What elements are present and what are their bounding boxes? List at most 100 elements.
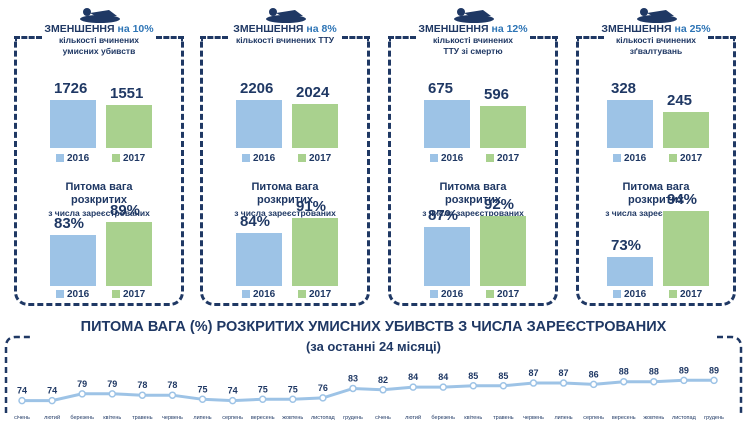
data-label: 83 — [348, 373, 358, 383]
data-point — [680, 376, 688, 385]
stat-panel: ЗМЕНШЕННЯ на 10% кількості вчинених умисни… — [14, 24, 184, 306]
data-point — [198, 395, 207, 403]
month-label: червень — [162, 415, 183, 421]
legend-count-2016: 2016 — [242, 153, 275, 164]
month-label: червень — [523, 415, 544, 421]
data-point — [78, 390, 86, 398]
assault-icon — [634, 0, 684, 24]
data-label: 84 — [438, 372, 448, 382]
month-label: січень — [14, 415, 30, 421]
data-label: 74 — [228, 386, 238, 396]
rate-2017: 94% — [667, 191, 698, 208]
victim-icon — [263, 0, 313, 24]
rate-bar-2016 — [236, 233, 282, 286]
header-line-3: зґвалтувань — [629, 46, 683, 56]
month-label: лютий — [405, 414, 421, 421]
data-point — [409, 383, 417, 391]
data-label: 79 — [107, 379, 117, 389]
legend-rate-2016: 2016 — [613, 289, 646, 300]
legend-rate-2017: 2017 — [669, 289, 702, 300]
rate-bar-2016 — [424, 227, 470, 286]
legend-rate-2016: 2016 — [56, 289, 89, 300]
rate-2016: 73% — [611, 237, 642, 254]
header-title: ЗМЕНШЕННЯ — [418, 23, 489, 35]
legend-count-2017: 2017 — [112, 153, 145, 164]
header-line-2: кількості вчинених ТТУ — [235, 35, 335, 45]
victim-icon — [77, 0, 127, 24]
data-point — [228, 396, 237, 405]
bottom-chart-subtitle: (за останні 24 місяці) — [305, 339, 442, 354]
bar-2017 — [480, 106, 526, 148]
month-label: квітень — [464, 415, 482, 421]
victim-icon — [451, 0, 501, 24]
legend-rate-2016: 2016 — [242, 289, 275, 300]
bar-2017 — [292, 104, 338, 148]
data-label: 88 — [619, 367, 629, 377]
data-label: 75 — [258, 384, 268, 394]
data-point — [439, 383, 447, 391]
legend-count-2017: 2017 — [486, 153, 519, 164]
month-label: вересень — [251, 415, 275, 421]
month-label: березень — [70, 415, 94, 421]
panel-header: ЗМЕНШЕННЯ на 25% кількості вчинених зґвалт… — [579, 24, 733, 57]
month-label: листопад — [311, 415, 336, 421]
data-point — [168, 391, 177, 399]
rate-caption: Питома вага розкритих з числа зареєстрован… — [422, 181, 524, 218]
bar-2016 — [236, 100, 282, 148]
bar-2017 — [106, 105, 152, 148]
month-label: березень — [431, 415, 455, 421]
month-label: травень — [493, 415, 514, 421]
month-label: грудень — [343, 415, 363, 421]
header-percent: на 12% — [488, 23, 528, 35]
panel-header: ЗМЕНШЕННЯ на 12% кількості вчинених ТТУ зі… — [391, 24, 555, 57]
legend-count-2016: 2016 — [613, 153, 646, 164]
panel-header: ЗМЕНШЕННЯ на 8% кількості вчинених ТТУ — [203, 24, 367, 46]
data-point — [529, 379, 538, 387]
rate-caption: Питома вага розкритих з числа зареєстрован… — [234, 181, 336, 218]
month-label: жовтень — [643, 415, 664, 421]
legend-rate-2017: 2017 — [298, 289, 331, 300]
stat-panel: ЗМЕНШЕННЯ на 8% кількості вчинених ТТУ 220… — [200, 24, 370, 306]
data-point — [589, 380, 598, 389]
month-label: липень — [193, 415, 211, 421]
value-2016: 328 — [611, 80, 637, 97]
data-point — [710, 376, 718, 385]
rate-2017: 92% — [484, 196, 515, 213]
header-line-3: ТТУ зі смертю — [443, 46, 503, 56]
value-2017: 596 — [484, 86, 510, 103]
value-2016: 2206 — [240, 80, 274, 97]
legend-count-2017: 2017 — [298, 153, 331, 164]
rate-2016: 83% — [54, 215, 85, 232]
rate-2017: 89% — [110, 202, 141, 219]
bar-2016 — [50, 100, 96, 148]
data-point — [289, 395, 297, 403]
data-label: 84 — [408, 372, 418, 382]
rate-bar-2016 — [50, 235, 96, 286]
data-label: 76 — [318, 383, 328, 393]
stat-panel: ЗМЕНШЕННЯ на 25% кількості вчинених зґвалт… — [576, 24, 736, 306]
header-percent: на 8% — [303, 23, 337, 35]
header-line-3: умисних убивств — [62, 46, 136, 56]
line-chart: 74 січень 74 лютий 79 березень 79 квітень 78 трав… — [4, 335, 743, 421]
bar-2017 — [663, 112, 709, 148]
rate-bar-2017 — [663, 211, 709, 286]
data-point — [349, 384, 357, 393]
value-2016: 1726 — [54, 80, 88, 97]
data-point — [48, 396, 56, 405]
data-label: 85 — [468, 371, 478, 381]
data-label: 89 — [709, 365, 719, 375]
month-label: січень — [375, 415, 391, 421]
data-point — [319, 394, 327, 402]
legend-count-2016: 2016 — [56, 153, 89, 164]
legend-count-2017: 2017 — [669, 153, 702, 164]
rate-2016: 84% — [240, 213, 271, 230]
header-title: ЗМЕНШЕННЯ — [44, 23, 115, 35]
rate-2016: 87% — [428, 207, 459, 224]
value-2016: 675 — [428, 80, 454, 97]
legend-rate-2017: 2017 — [486, 289, 519, 300]
data-label: 75 — [288, 384, 298, 394]
stat-panel: ЗМЕНШЕННЯ на 12% кількості вчинених ТТУ зі… — [388, 24, 558, 306]
month-label: вересень — [612, 415, 636, 421]
data-point — [499, 382, 508, 390]
rate-bar-2017 — [106, 222, 152, 286]
